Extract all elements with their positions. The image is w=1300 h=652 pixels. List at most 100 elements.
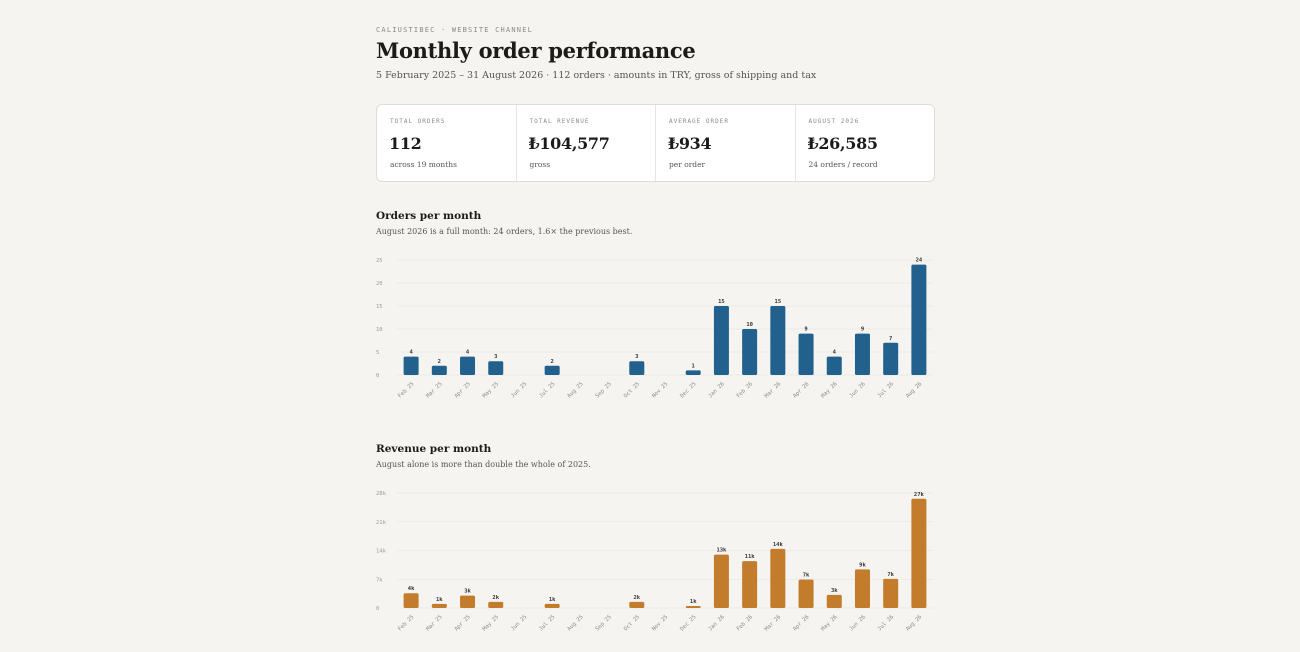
eyebrow: CALIUSTIBEC · WEBSITE CHANNEL [376,26,534,34]
revenue-xtick-label: May 25 [482,614,500,632]
orders-xtick-label: May 25 [482,381,500,399]
revenue-data-label: 1k [436,597,443,603]
orders-data-label: 15 [775,299,782,305]
orders-bar [798,333,814,375]
orders-bar [770,306,786,375]
revenue-bar [488,601,504,608]
revenue-data-label: 2k [633,595,640,601]
orders-xtick-label: Sep 25 [595,381,613,399]
orders-ytick-label: 15 [376,304,383,310]
orders-bar [629,361,645,375]
revenue-data-label: 11k [745,554,756,560]
revenue-data-label: 4k [408,586,415,592]
orders-xtick-label: Jan 26 [708,381,726,399]
revenue-bar [742,561,758,608]
kpi-label: AUGUST 2026 [808,118,860,125]
orders-data-label: 3 [635,354,638,360]
orders-bar [460,356,476,375]
revenue-bar [403,593,419,608]
revenue-data-label: 7k [803,573,810,579]
orders-data-label: 4 [466,350,470,356]
revenue-data-label: 13k [716,548,727,554]
orders-bar [883,342,899,375]
revenue-xtick-label: Aug 25 [566,614,584,632]
orders-chart-title: Orders per month [376,210,482,222]
page-subtitle: 5 February 2025 – 31 August 2026 · 112 o… [376,70,817,81]
orders-data-label: 7 [889,336,892,342]
kpi-sub: 24 orders / record [808,160,878,169]
orders-ytick-label: 10 [376,327,383,333]
revenue-xtick-label: Feb 25 [397,614,415,632]
orders-chart-note: August 2026 is a full month: 24 orders, … [376,227,633,236]
revenue-ytick-label: 7k [376,577,383,583]
revenue-data-label: 2k [492,595,499,601]
revenue-bar [629,601,645,608]
orders-bar [488,361,504,375]
kpi-value: ₺934 [668,134,712,153]
revenue-data-label: 3k [831,588,838,594]
orders-data-label: 3 [494,354,497,360]
orders-xtick-label: Feb 25 [397,381,415,399]
revenue-chart-note: August alone is more than double the who… [376,460,591,469]
revenue-xtick-label: Dec 25 [679,614,697,632]
orders-bar [911,264,927,375]
orders-xtick-label: Jun 26 [849,381,867,399]
orders-ytick-label: 25 [376,258,383,264]
revenue-xtick-label: Jun 25 [510,614,528,632]
kpi-total-revenue: TOTAL REVENUE ₺104,577 gross [515,105,656,181]
kpi-panel: TOTAL ORDERS 112 across 19 months TOTAL … [376,104,935,182]
orders-data-label: 9 [804,327,807,333]
kpi-value: 112 [389,134,422,153]
revenue-xtick-label: Oct 25 [623,614,641,632]
revenue-data-label: 1k [549,597,556,603]
revenue-bar [685,605,701,608]
revenue-ytick-label: 28k [376,491,387,497]
revenue-xtick-label: Sep 25 [595,614,613,632]
orders-ytick-label: 5 [376,350,379,356]
revenue-bar [544,603,560,608]
orders-bar [544,365,560,375]
orders-xtick-label: Jun 25 [510,381,528,399]
orders-xtick-label: Feb 26 [736,381,754,399]
revenue-bar [770,548,786,608]
revenue-xtick-label: May 26 [820,614,838,632]
kpi-total-orders: TOTAL ORDERS 112 across 19 months [377,105,516,181]
orders-bar-chart: 0 5 10 15 20 25 4 Feb 25 2 Mar 25 4 Apr 25 3 May 25 Ju… [376,258,933,399]
page-title: Monthly order performance [376,38,696,63]
revenue-data-label: 7k [887,572,894,578]
orders-xtick-label: Mar 25 [425,381,443,399]
revenue-bar [798,579,814,608]
orders-data-label: 1 [692,363,696,369]
revenue-xtick-label: Jan 26 [708,614,726,632]
orders-xtick-label: Nov 25 [651,381,669,399]
revenue-bar [431,603,447,608]
revenue-xtick-label: Jul 26 [877,614,895,632]
orders-xtick-label: Dec 25 [679,381,697,399]
revenue-xtick-label: Nov 25 [651,614,669,632]
revenue-data-label: 9k [859,562,866,568]
orders-bar [742,329,758,375]
revenue-bar [911,498,927,608]
revenue-data-label: 1k [690,599,697,605]
revenue-xtick-label: Jul 25 [538,614,556,632]
orders-data-label: 15 [718,299,725,305]
orders-xtick-label: May 26 [820,381,838,399]
orders-data-label: 10 [746,322,753,328]
revenue-bar [826,594,842,608]
orders-xtick-label: Aug 26 [905,381,923,399]
kpi-average-order: AVERAGE ORDER ₺934 per order [655,105,795,181]
kpi-sub: gross [529,160,551,169]
orders-bar [403,356,419,375]
revenue-xtick-label: Mar 25 [425,614,443,632]
revenue-ytick-label: 21k [376,520,387,526]
kpi-label: AVERAGE ORDER [669,118,729,125]
revenue-bar [460,595,476,608]
kpi-sub: per order [669,160,706,169]
orders-bar [685,370,701,375]
kpi-value: ₺104,577 [528,134,610,153]
orders-xtick-label: Jul 26 [877,381,895,399]
kpi-sub: across 19 months [390,160,457,169]
orders-bar [826,356,842,375]
revenue-bar [713,554,729,608]
revenue-bar [883,578,899,608]
